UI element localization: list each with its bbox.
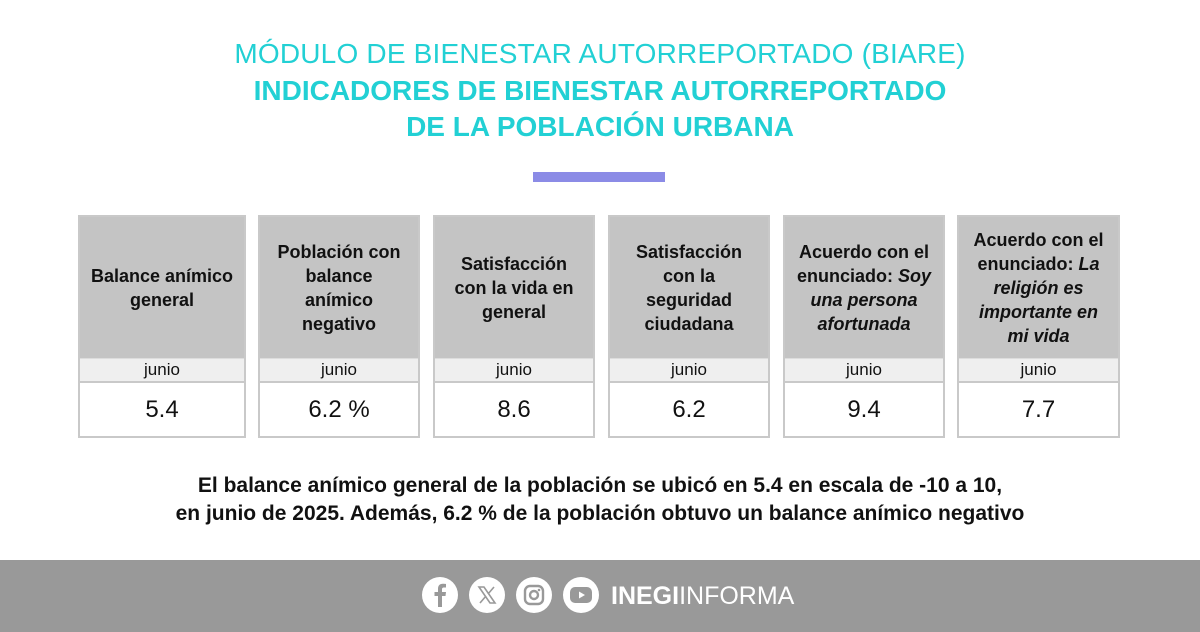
indicator-period: junio — [80, 358, 244, 383]
footer: INEGIINFORMA — [0, 560, 1200, 632]
youtube-icon[interactable] — [563, 577, 599, 613]
brand-light: INFORMA — [679, 582, 795, 610]
indicator-value: 5.4 — [145, 396, 179, 423]
indicator-title: Satisfacción con la seguridad ciudadana — [610, 217, 768, 358]
indicator-label: Satisfacción con la vida en general — [454, 253, 574, 322]
x-icon[interactable] — [469, 577, 505, 613]
summary-line-2: en junio de 2025. Además, 6.2 % de la po… — [175, 502, 1025, 525]
instagram-icon[interactable] — [516, 577, 552, 613]
indicator-value: 8.6 — [497, 396, 531, 423]
indicator-value: 7.7 — [1021, 396, 1056, 423]
inegi-informa-brand[interactable]: INEGIINFORMA — [611, 581, 794, 611]
indicator-period: junio — [785, 358, 943, 383]
indicator-title: Balance anímico general — [80, 217, 244, 358]
summary-text: El balance anímico general de la poblaci… — [0, 472, 1200, 528]
indicator-period: junio — [435, 358, 593, 383]
indicator-label: Balance anímico general — [90, 265, 234, 310]
indicator-label: Acuerdo con el enunciado: — [796, 241, 930, 286]
indicator-card: Balance anímico general junio 5.4 — [78, 215, 246, 438]
accent-divider — [533, 172, 665, 182]
indicator-card: Población con balance anímico negativo j… — [258, 215, 420, 438]
indicator-label: Satisfacción con la seguridad ciudadana — [635, 241, 743, 334]
indicators-title: INDICADORES DE BIENESTAR AUTORREPORTADO — [253, 75, 947, 106]
brand-bold: INEGI — [611, 582, 680, 610]
indicator-value: 9.4 — [847, 396, 881, 423]
indicator-title: Acuerdo con el enunciado: La religión es… — [959, 217, 1118, 358]
module-title: MÓDULO DE BIENESTAR AUTORREPORTADO (BIAR… — [234, 38, 966, 69]
indicator-card: Satisfacción con la vida en general juni… — [433, 215, 595, 438]
indicator-label: Acuerdo con el enunciado: — [973, 229, 1104, 274]
indicator-statement: Soy una persona afortunada — [810, 265, 932, 334]
indicators-subtitle: DE LA POBLACIÓN URBANA — [406, 111, 794, 142]
indicator-period: junio — [959, 358, 1118, 383]
indicator-value: 6.2 — [672, 396, 706, 423]
indicator-statement: La religión es importante en mi vida — [978, 253, 1100, 346]
indicator-period: junio — [260, 358, 418, 383]
indicator-value: 6.2 % — [308, 396, 370, 423]
facebook-icon[interactable] — [422, 577, 458, 613]
indicator-title: Satisfacción con la vida en general — [435, 217, 593, 358]
indicator-title: Acuerdo con el enunciado: Soy una person… — [785, 217, 943, 358]
indicator-card: Acuerdo con el enunciado: La religión es… — [957, 215, 1120, 438]
indicator-label: Población con balance anímico negativo — [277, 241, 401, 334]
indicator-card: Satisfacción con la seguridad ciudadana … — [608, 215, 770, 438]
indicator-card: Acuerdo con el enunciado: Soy una person… — [783, 215, 945, 438]
indicator-title: Población con balance anímico negativo — [260, 217, 418, 358]
indicator-period: junio — [610, 358, 768, 383]
summary-line-1: El balance anímico general de la poblaci… — [197, 474, 1003, 497]
